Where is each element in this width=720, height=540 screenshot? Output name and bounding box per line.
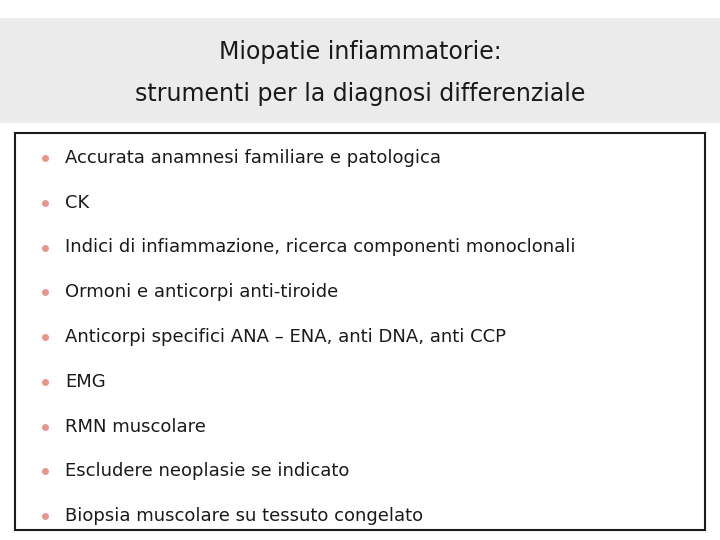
Text: CK: CK — [65, 194, 89, 212]
Text: Ormoni e anticorpi anti-tiroide: Ormoni e anticorpi anti-tiroide — [65, 284, 338, 301]
Text: Escludere neoplasie se indicato: Escludere neoplasie se indicato — [65, 462, 349, 480]
Text: Anticorpi specifici ANA – ENA, anti DNA, anti CCP: Anticorpi specifici ANA – ENA, anti DNA,… — [65, 328, 506, 346]
Text: Accurata anamnesi familiare e patologica: Accurata anamnesi familiare e patologica — [65, 149, 441, 167]
Text: Indici di infiammazione, ricerca componenti monoclonali: Indici di infiammazione, ricerca compone… — [65, 239, 575, 256]
Bar — [15, 133, 705, 530]
Text: RMN muscolare: RMN muscolare — [65, 417, 206, 435]
Text: Biopsia muscolare su tessuto congelato: Biopsia muscolare su tessuto congelato — [65, 507, 423, 525]
Text: EMG: EMG — [65, 373, 106, 391]
Text: Miopatie infiammatorie:: Miopatie infiammatorie: — [219, 40, 501, 64]
Bar — [0, 18, 720, 123]
Text: strumenti per la diagnosi differenziale: strumenti per la diagnosi differenziale — [135, 82, 585, 106]
